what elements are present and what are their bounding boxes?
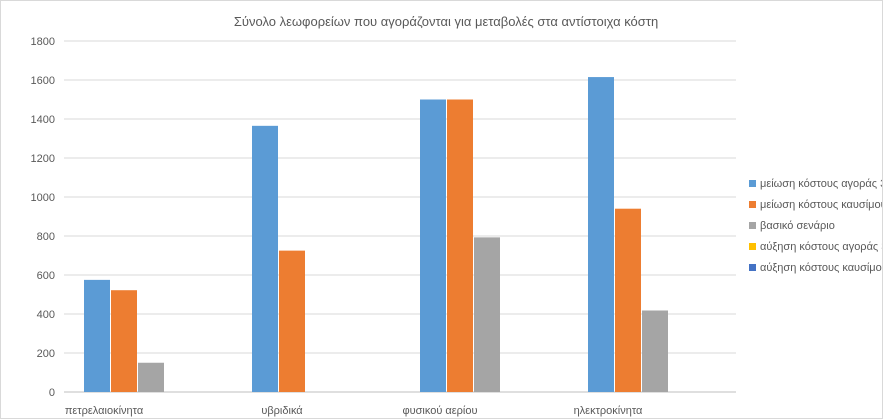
bar-2-1: [111, 290, 137, 392]
legend-label: αύξηση κόστους αγοράς 30%: [760, 241, 882, 253]
legend: μείωση κόστους αγοράς 30% μείωση κόστους …: [749, 178, 882, 274]
legend-swatch: [749, 264, 756, 271]
y-tick-label: 1600: [31, 75, 55, 87]
y-tick-label: 800: [37, 231, 55, 243]
y-tick-label: 200: [37, 348, 55, 360]
chart-title: Σύνολο λεωφορείων που αγοράζονται για με…: [234, 14, 658, 29]
bar-1-3: [420, 99, 446, 392]
y-tick-label: 600: [37, 270, 55, 282]
x-tick-label: ηλεκτροκίνητα: [574, 405, 643, 417]
bar-3-3: [474, 237, 500, 392]
legend-swatch: [749, 180, 756, 187]
bar-3-4: [642, 310, 668, 392]
bar-1-4: [588, 77, 614, 392]
axis-layer: 0 200 400 600 800 1000 1200 1400 1600 1800 πετρελα…: [31, 36, 644, 417]
bar-1-2: [252, 125, 278, 392]
grid-layer: [64, 40, 736, 393]
bar-2-2: [279, 250, 305, 392]
legend-label: μείωση κόστους καυσίμου 30%: [760, 199, 882, 211]
y-tick-label: 1000: [31, 192, 55, 204]
y-tick-label: 1800: [31, 36, 55, 48]
legend-label: αύξηση κόστους καυσίμου 30%: [760, 262, 882, 274]
bars-layer: [84, 77, 668, 392]
legend-swatch: [749, 201, 756, 208]
bar-3-1: [138, 362, 164, 392]
y-tick-label: 400: [37, 309, 55, 321]
bar-1-1: [84, 279, 110, 392]
bar-2-3: [447, 99, 473, 392]
y-tick-label: 1400: [31, 114, 55, 126]
legend-label: μείωση κόστους αγοράς 30%: [760, 178, 882, 190]
x-tick-label: υβριδικά: [261, 405, 303, 417]
legend-swatch: [749, 243, 756, 250]
legend-swatch: [749, 222, 756, 229]
y-tick-label: 1200: [31, 153, 55, 165]
bar-2-4: [615, 208, 641, 392]
legend-label: βασικό σενάριο: [760, 220, 835, 232]
x-tick-label: φυσικού αερίου: [402, 405, 477, 417]
x-tick-label: πετρελαιοκίνητα: [65, 405, 144, 417]
y-tick-label: 0: [49, 387, 55, 399]
